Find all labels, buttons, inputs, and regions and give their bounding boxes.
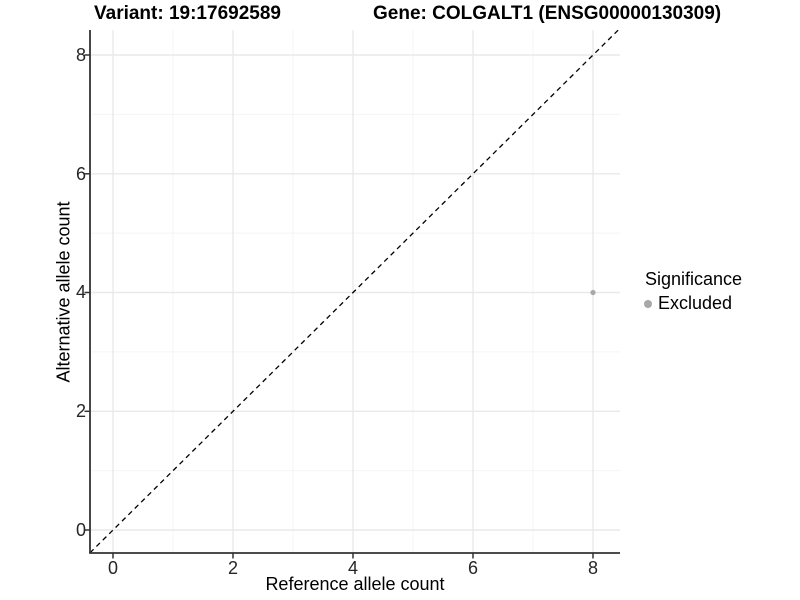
legend-entry-excluded: Excluded bbox=[643, 293, 742, 314]
variant-title: Variant: 19:17692589 bbox=[94, 3, 281, 24]
minor-gridlines bbox=[90, 30, 620, 553]
y-tick-label-4: 4 bbox=[75, 282, 86, 302]
identity-dashed-line bbox=[89, 29, 619, 554]
data-point-excluded bbox=[590, 289, 596, 296]
y-tick-label-6: 6 bbox=[75, 164, 86, 184]
x-tick-label-8: 8 bbox=[587, 558, 598, 578]
gene-title: Gene: COLGALT1 (ENSG00000130309) bbox=[373, 3, 722, 24]
gray-dot-icon bbox=[644, 299, 652, 308]
y-tick-label-8: 8 bbox=[75, 45, 86, 65]
y-tick-label-2: 2 bbox=[75, 401, 86, 421]
tick-marks bbox=[84, 54, 594, 559]
legend-title: Significance bbox=[645, 269, 743, 289]
legend: Significance Excluded bbox=[643, 269, 742, 314]
y-axis-label: Alternative allele count bbox=[53, 201, 74, 383]
x-tick-label-0: 0 bbox=[107, 558, 118, 578]
y-tick-label-0: 0 bbox=[75, 520, 86, 540]
x-tick-label-4: 4 bbox=[347, 558, 358, 578]
x-axis-label: Reference allele count bbox=[265, 574, 445, 594]
axis-lines bbox=[89, 30, 620, 554]
x-tick-label-2: 2 bbox=[227, 558, 238, 578]
legend-entry-label: Excluded bbox=[658, 293, 733, 313]
x-tick-label-6: 6 bbox=[467, 558, 478, 578]
